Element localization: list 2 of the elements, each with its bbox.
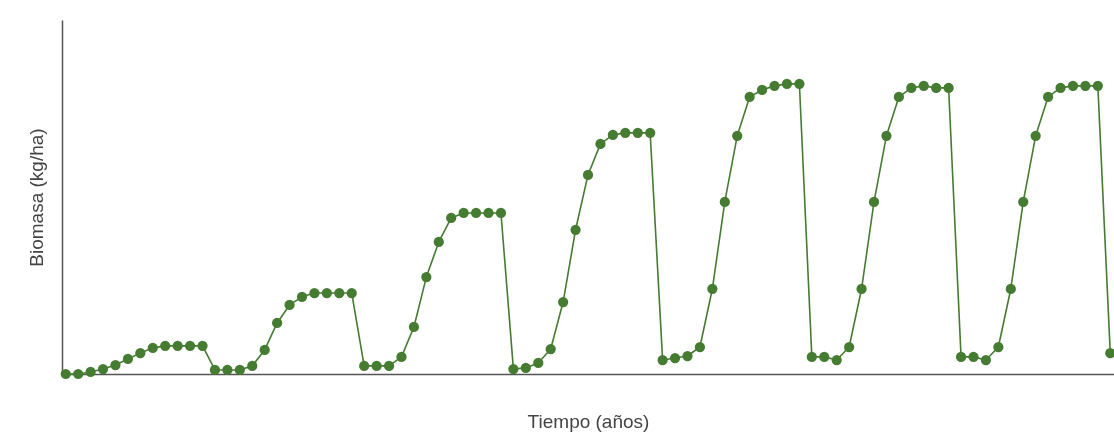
x-axis-title: Tiempo (años): [527, 410, 650, 432]
y-axis-title: Biomasa (kg/ha): [25, 128, 47, 267]
